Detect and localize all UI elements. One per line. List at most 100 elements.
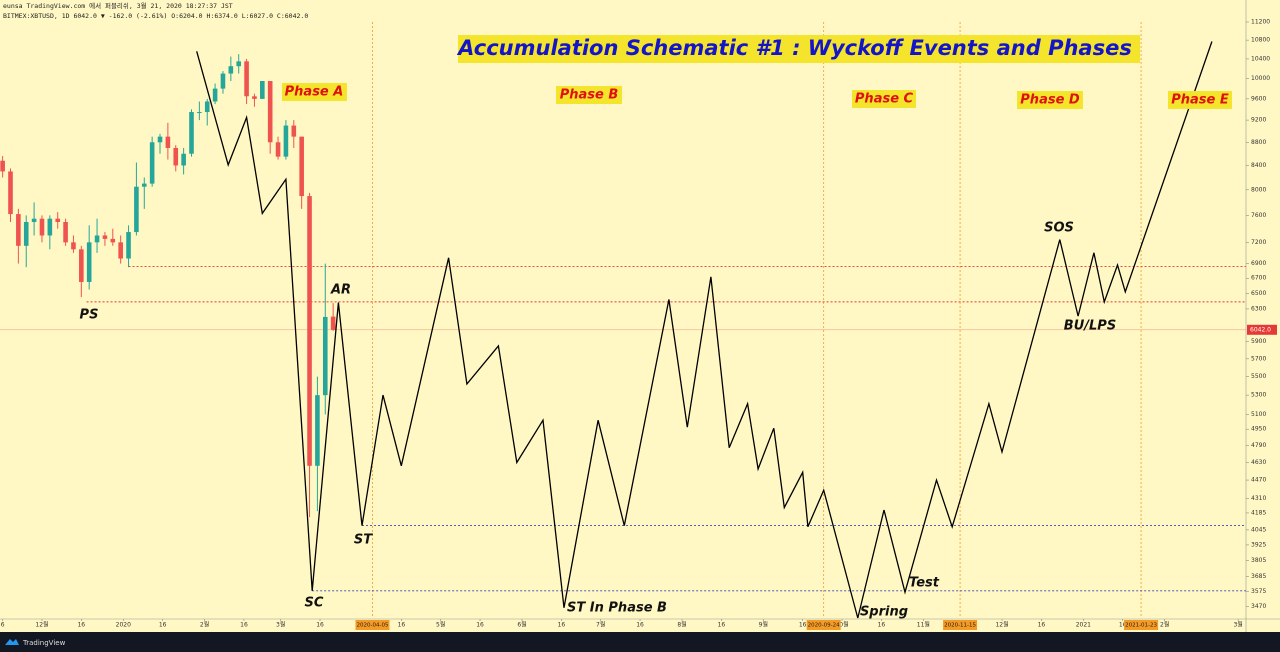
y-tick-label: 4310 <box>1251 495 1266 502</box>
event-label: PS <box>80 308 99 323</box>
y-tick-label: 4950 <box>1251 426 1266 433</box>
phase-box <box>1017 91 1083 109</box>
x-tick-label: 16 <box>718 622 726 629</box>
x-tick-label: 2월 <box>200 621 209 629</box>
event-label: AR <box>330 283 351 298</box>
candle-body <box>228 66 234 74</box>
x-tick-label: 16 <box>558 622 566 629</box>
y-tick-label: 10800 <box>1251 37 1270 44</box>
candle-body <box>31 218 37 222</box>
date-badge <box>355 620 390 630</box>
x-tick-label: 2021 <box>1076 622 1091 629</box>
y-tick-label: 6300 <box>1251 305 1266 312</box>
y-tick-label: 5900 <box>1251 338 1266 345</box>
y-tick-label: 3805 <box>1251 557 1266 564</box>
candle-body <box>315 395 320 466</box>
y-tick-label: 3925 <box>1251 541 1266 548</box>
x-tick-label: 2월 <box>1160 621 1169 629</box>
candle-body <box>71 242 76 250</box>
candle-body <box>291 125 297 137</box>
phase-label: Phase A <box>285 85 344 100</box>
x-tick-label: 16 <box>240 622 248 629</box>
y-tick-label: 5700 <box>1251 355 1266 362</box>
candle-body <box>173 147 179 166</box>
y-tick-label: 5500 <box>1251 373 1266 380</box>
candle-body <box>16 214 21 246</box>
footer-brand: TradingView <box>22 639 66 647</box>
y-tick-label: 4470 <box>1251 477 1266 484</box>
x-tick-label: 12월 <box>995 621 1008 629</box>
x-tick-label: 6월 <box>517 621 526 629</box>
y-tick-label: 8800 <box>1251 139 1266 146</box>
candle-body <box>134 186 139 233</box>
candle-body <box>0 160 5 172</box>
x-tick-label: 16 <box>1119 622 1127 629</box>
y-tick-label: 6900 <box>1251 260 1266 267</box>
candle-body <box>86 242 92 282</box>
footer-bar <box>0 632 1280 652</box>
x-tick-label: 10월 <box>835 621 848 629</box>
candle-body <box>220 73 226 89</box>
x-tick-label: 16 <box>159 622 167 629</box>
y-tick-label: 4045 <box>1251 526 1266 533</box>
candle-body <box>79 249 84 282</box>
candle-body <box>8 171 13 215</box>
candle-body <box>260 81 265 99</box>
candle-body <box>39 218 45 236</box>
event-label: SOS <box>1044 221 1074 236</box>
candle-body <box>197 112 202 114</box>
candle-body <box>330 316 336 330</box>
candle-body <box>126 232 131 259</box>
chart-background <box>0 0 1280 632</box>
x-tick-label: 16 <box>77 622 85 629</box>
x-tick-label: 16 <box>1038 622 1046 629</box>
header-line: BITMEX:XBTUSD, 1D 6042.0 ▼ -162.0 (-2.61… <box>3 12 308 20</box>
y-tick-label: 3470 <box>1251 603 1266 610</box>
footer-logo <box>5 639 19 645</box>
candle-body <box>204 101 210 113</box>
candle-body <box>283 125 289 157</box>
y-tick-label: 9200 <box>1251 117 1266 124</box>
candle-body <box>307 196 312 466</box>
x-tick-label: 16 <box>476 622 484 629</box>
last-price-badge <box>1247 324 1277 335</box>
phase-label: Phase C <box>855 92 914 107</box>
candle-body <box>63 221 68 243</box>
candle-body <box>322 316 328 396</box>
date-badge-label: 2021-01-23 <box>1125 623 1157 629</box>
candle-body <box>55 218 61 222</box>
candle-body <box>244 61 249 97</box>
x-tick-label: 16 <box>799 622 807 629</box>
date-badge-label: 2020-04-05 <box>357 623 389 629</box>
title-box <box>458 35 1140 63</box>
candle-body <box>102 235 108 239</box>
event-label: SC <box>305 596 324 611</box>
phase-box <box>1168 91 1232 109</box>
phase-label: Phase E <box>1171 93 1229 108</box>
last-price-label: 6042.0 <box>1250 326 1271 333</box>
y-tick-label: 4185 <box>1251 509 1266 516</box>
candle-body <box>141 183 147 187</box>
x-tick-label: 5월 <box>436 621 445 629</box>
y-tick-label: 10000 <box>1251 75 1270 82</box>
event-label: ST <box>354 533 373 548</box>
x-tick-label: 16 <box>398 622 406 629</box>
candle-body <box>299 136 304 197</box>
y-tick-label: 7600 <box>1251 212 1266 219</box>
candle-body <box>165 136 171 148</box>
candle-body <box>275 142 281 157</box>
x-tick-label: 12월 <box>35 621 48 629</box>
y-tick-label: 3575 <box>1251 588 1266 595</box>
y-tick-label: 6500 <box>1251 290 1266 297</box>
y-tick-label: 9600 <box>1251 95 1266 102</box>
event-label: Test <box>909 576 940 591</box>
chart-title: Accumulation Schematic #1 : Wyckoff Even… <box>456 36 1132 60</box>
date-badge-label: 2020-09-24 <box>808 623 840 629</box>
header-line: eunsa TradingView.com 에서 퍼블리쉬, 3월 21, 20… <box>3 1 233 10</box>
candle-body <box>110 238 116 243</box>
phase-label: Phase B <box>560 88 619 103</box>
y-tick-label: 4630 <box>1251 459 1266 466</box>
x-tick-label: 16 <box>316 622 324 629</box>
candle-body <box>149 142 155 184</box>
